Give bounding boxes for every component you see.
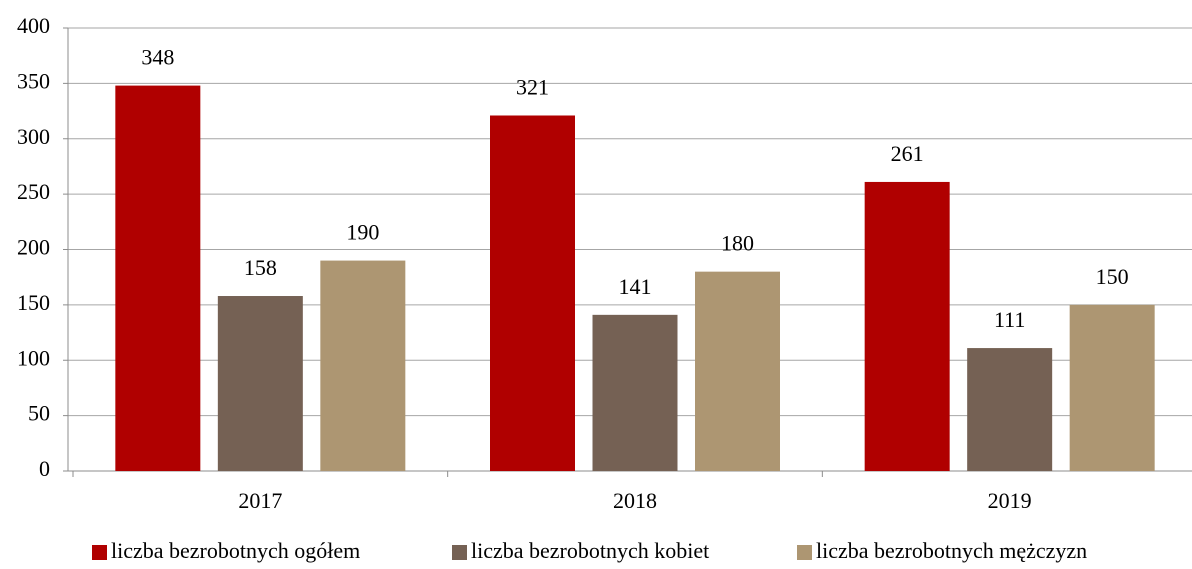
data-label: 158	[244, 255, 277, 280]
x-tick-label: 2017	[238, 488, 282, 513]
bar	[320, 260, 406, 471]
legend-label: liczba bezrobotnych kobiet	[471, 538, 709, 563]
y-tick-label: 200	[17, 235, 50, 260]
y-tick-label: 350	[17, 68, 50, 93]
y-tick-label: 150	[17, 290, 50, 315]
data-label: 141	[619, 274, 652, 299]
bar	[490, 115, 575, 472]
bar	[967, 348, 1053, 471]
data-label: 321	[516, 75, 549, 100]
bar	[592, 314, 678, 471]
legend-swatch	[92, 545, 107, 560]
y-tick-label: 50	[28, 401, 50, 426]
y-tick-label: 100	[17, 345, 50, 370]
data-label: 190	[346, 220, 379, 245]
y-tick-label: 400	[17, 13, 50, 38]
legend-swatch	[452, 545, 467, 560]
data-label: 111	[994, 307, 1025, 332]
data-label: 180	[721, 231, 754, 256]
data-label: 261	[891, 141, 924, 166]
y-tick-label: 0	[39, 456, 50, 481]
bar	[695, 271, 780, 471]
legend-label: liczba bezrobotnych mężczyzn	[816, 538, 1087, 563]
data-label: 348	[141, 45, 174, 70]
data-label: 150	[1096, 264, 1129, 289]
legend-swatch	[797, 545, 812, 560]
legend-label: liczba bezrobotnych ogółem	[111, 538, 360, 563]
x-tick-label: 2018	[613, 488, 657, 513]
bar	[115, 85, 201, 471]
x-tick-label: 2019	[988, 488, 1032, 513]
bar	[864, 181, 950, 471]
y-tick-label: 300	[17, 124, 50, 149]
y-tick-label: 250	[17, 179, 50, 204]
bar	[1069, 304, 1155, 471]
bar	[217, 296, 303, 471]
